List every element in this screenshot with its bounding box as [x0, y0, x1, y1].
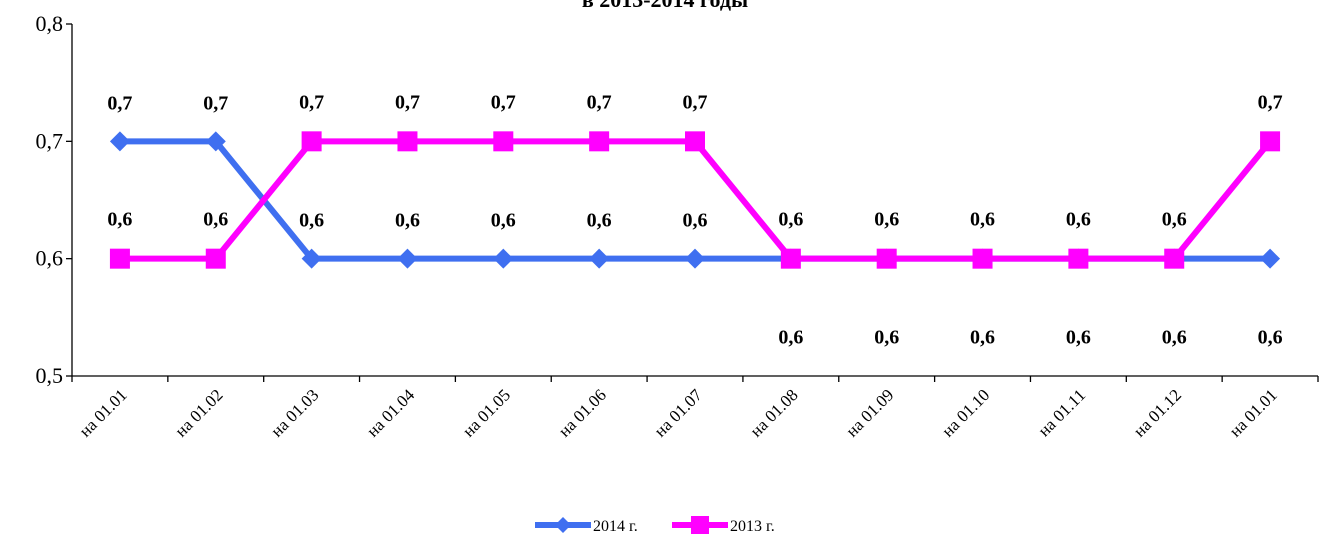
- data-label: 0,6: [1066, 327, 1091, 349]
- x-tick-label: на 01.01: [75, 385, 130, 440]
- data-point: [1260, 131, 1281, 152]
- data-point: [1068, 248, 1089, 269]
- data-label: 0,6: [778, 209, 803, 231]
- data-point: [397, 248, 418, 269]
- data-point: [301, 248, 322, 269]
- data-label: 0,6: [778, 327, 803, 349]
- data-label: 0,6: [1066, 209, 1091, 231]
- data-label: 0,7: [491, 91, 516, 113]
- data-label: 0,6: [970, 209, 995, 231]
- data-label: 0,6: [683, 210, 708, 232]
- data-point: [205, 131, 226, 152]
- x-tick-label: на 01.08: [746, 385, 801, 440]
- x-tick-label: на 01.05: [459, 385, 514, 440]
- x-tick-label: на 01.06: [555, 385, 610, 440]
- data-point: [685, 131, 705, 152]
- data-point: [685, 248, 705, 269]
- data-label: 0,6: [203, 209, 228, 231]
- legend-label: 2014 г.: [593, 518, 638, 535]
- x-tick-label: на 01.10: [938, 385, 993, 440]
- series-1: [109, 131, 1281, 269]
- y-tick-label: 0,6: [36, 246, 64, 271]
- data-label: 0,7: [587, 91, 612, 113]
- legend-entry-1: 2014 г.: [535, 517, 638, 535]
- data-label: 0,7: [203, 92, 228, 114]
- data-point: [493, 248, 514, 269]
- x-tick-label: на 01.12: [1130, 385, 1185, 440]
- data-label: 0,6: [970, 327, 995, 349]
- legend-entry-2: 2013 г.: [672, 516, 775, 535]
- data-point: [397, 131, 418, 152]
- data-point: [1164, 248, 1185, 269]
- data-point: [109, 248, 130, 269]
- data-label: 0,6: [395, 210, 420, 232]
- data-point: [589, 131, 610, 152]
- x-tick-label: на 01.04: [363, 385, 419, 441]
- data-point: [493, 131, 514, 152]
- data-point: [1260, 248, 1281, 269]
- series-layer: [109, 131, 1281, 269]
- x-tick-label: на 01.02: [171, 385, 226, 440]
- data-point: [972, 248, 993, 269]
- series-line: [119, 138, 1271, 262]
- series-2: [109, 131, 1281, 269]
- series-line: [119, 138, 1273, 262]
- x-tick-label: на 01.03: [267, 385, 322, 440]
- chart-title: в 2013-2014 годы: [582, 0, 748, 12]
- data-label: 0,7: [107, 92, 132, 114]
- data-label: 0,7: [395, 91, 420, 113]
- data-label: 0,7: [683, 91, 708, 113]
- data-point: [780, 248, 801, 269]
- data-label: 0,6: [587, 210, 612, 232]
- data-point: [109, 131, 130, 152]
- data-label: 0,6: [874, 327, 899, 349]
- data-label: 0,6: [107, 209, 132, 231]
- data-point: [589, 248, 610, 269]
- data-label: 0,6: [1258, 327, 1283, 349]
- x-tick-label: на 01.07: [651, 385, 707, 441]
- legend-marker: [555, 517, 571, 533]
- data-point: [205, 248, 226, 269]
- data-label: 0,7: [299, 91, 324, 113]
- data-label: 0,6: [1162, 209, 1187, 231]
- data-label: 0,6: [874, 209, 899, 231]
- data-point: [301, 131, 322, 152]
- data-label: 0,6: [299, 210, 324, 232]
- data-point: [876, 248, 897, 269]
- data-labels: 0,7 0,7 0,6 0,6 0,6 0,6 0,6 0,6 0,6 0,6 0,6 0,6 0,6 0…: [107, 91, 1282, 348]
- y-tick-label: 0,8: [36, 11, 64, 36]
- legend-marker: [691, 516, 709, 534]
- x-tick-label: на 01.01: [1226, 385, 1281, 440]
- data-label: 0,6: [491, 210, 516, 232]
- y-tick-label: 0,7: [36, 128, 64, 153]
- data-label: 0,6: [1162, 327, 1187, 349]
- x-tick-label: на 01.09: [842, 385, 897, 440]
- y-tick-label: 0,5: [36, 363, 64, 388]
- x-tick-label: на 01.11: [1034, 385, 1089, 440]
- legend: 2014 г. 2013 г.: [535, 516, 775, 535]
- legend-label: 2013 г.: [730, 518, 775, 535]
- data-label: 0,7: [1258, 91, 1283, 113]
